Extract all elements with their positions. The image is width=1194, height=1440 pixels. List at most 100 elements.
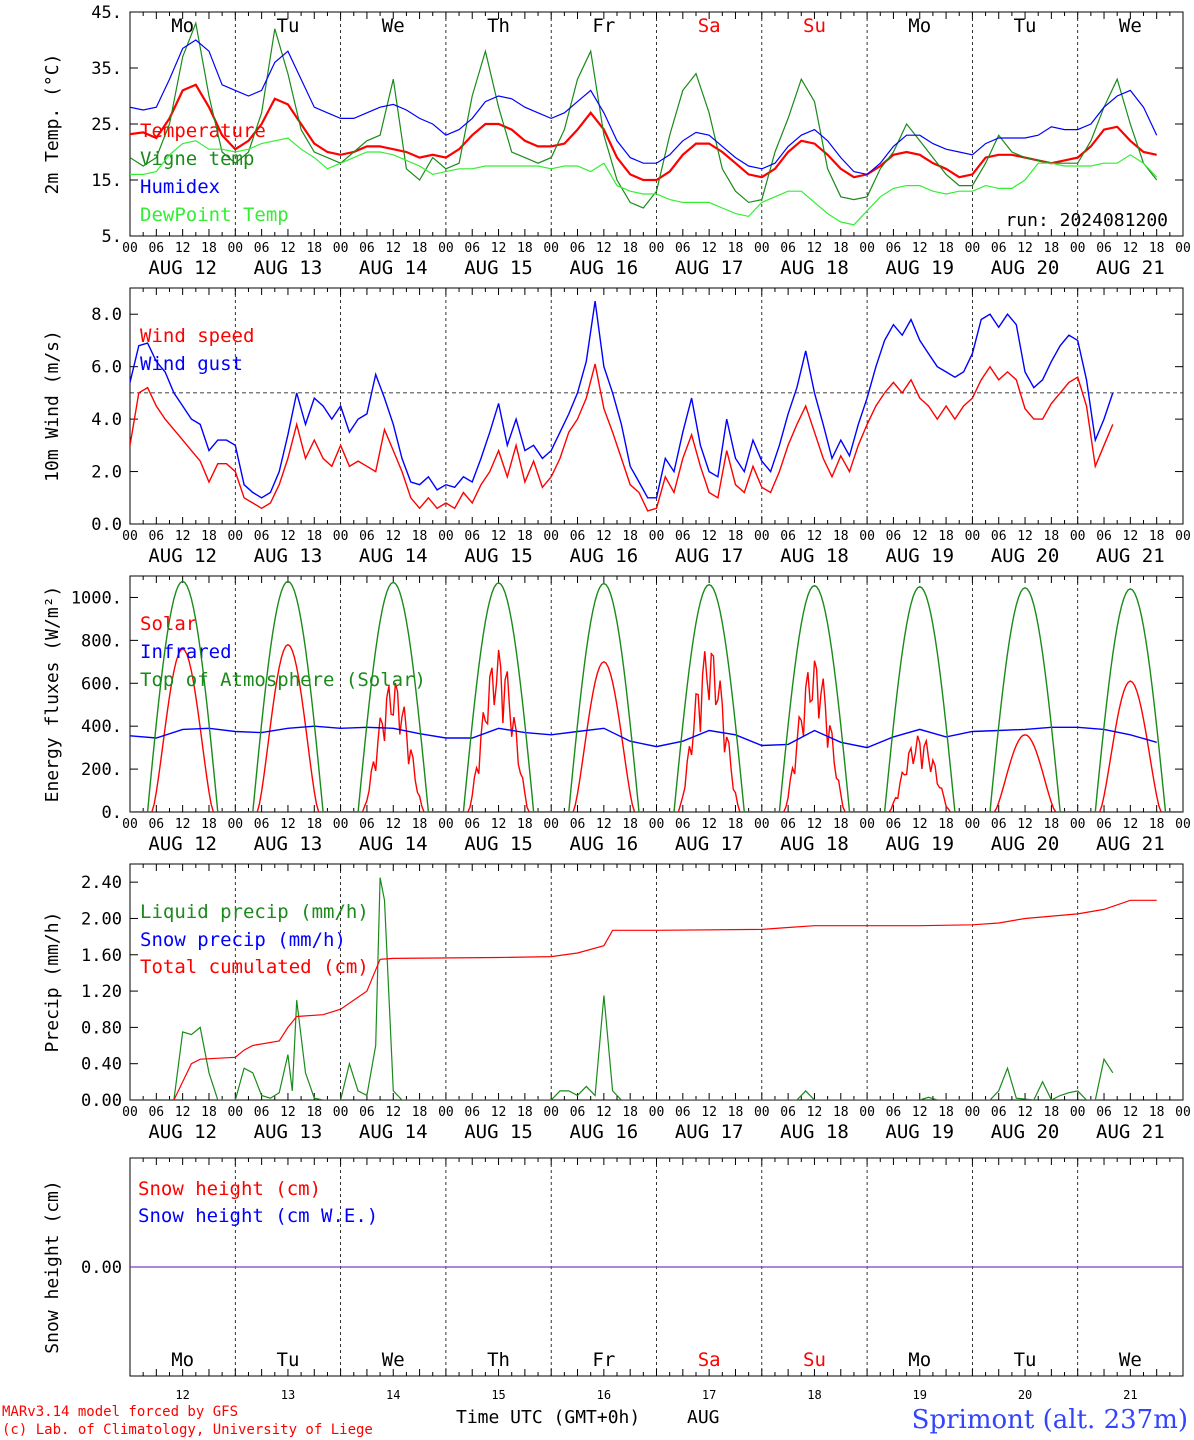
x-hour-label: 00 [965,817,981,832]
x-hour-label: 06 [254,529,270,544]
x-hour-label: 12 [1017,529,1033,544]
day-of-week-label: Mo [171,15,194,37]
x-hour-label: 12 [491,241,507,256]
x-hour-label: 06 [254,817,270,832]
x-hour-label: 18 [728,529,744,544]
x-hour-label: 18 [201,817,217,832]
x-hour-label: 18 [517,1105,533,1120]
x-date-label: AUG 20 [991,1121,1060,1143]
x-hour-label: 12 [1123,529,1139,544]
run-annotation: run: 2024081200 [1005,210,1168,231]
x-hour-label: 06 [359,817,375,832]
x-hour-label: 00 [1175,529,1191,544]
series-line [130,877,1114,1100]
month-label: AUG [687,1407,720,1428]
series-line [130,137,1158,226]
x-hour-label: 12 [385,241,401,256]
x-date-label: AUG 18 [780,833,849,855]
x-hour-label: 00 [1070,241,1086,256]
x-hour-label: 18 [833,817,849,832]
x-hour-label: 00 [122,241,138,256]
x-hour-label: 00 [543,817,559,832]
y-axis-label: Snow height (cm) [42,1180,63,1353]
legend-entry: Liquid precip (mm/h) [140,901,369,923]
x-hour-label: 12 [912,529,928,544]
day-of-week-label: Fr [592,1349,615,1371]
x-hour-label: 06 [991,817,1007,832]
y-tick-label: 600. [81,674,122,694]
day-of-week-label: Mo [171,1349,194,1371]
x-hour-label: 12 [280,817,296,832]
day-of-week-label: Tu [277,1349,300,1371]
x-hour-label: 00 [438,1105,454,1120]
x-hour-label: 06 [570,241,586,256]
x-hour-label: 06 [675,817,691,832]
x-hour-label: 18 [517,529,533,544]
x-date-label: AUG 15 [464,833,533,855]
x-hour-label: 06 [886,241,902,256]
day-of-week-label: Fr [592,15,615,37]
x-hour-label: 06 [991,529,1007,544]
x-hour-label: 06 [675,241,691,256]
x-hour-label: 00 [859,817,875,832]
series-line [130,300,1114,499]
legend-entry: Infrared [140,641,232,663]
x-hour-label: 12 [701,529,717,544]
x-hour-label: 00 [754,241,770,256]
day-of-week-label: Sa [698,1349,721,1371]
x-hour-label: 18 [201,241,217,256]
y-tick-label: 800. [81,631,122,651]
series-line [130,21,1158,209]
x-hour-label: 06 [675,529,691,544]
x-date-label: AUG 16 [570,545,639,567]
x-hour-label: 18 [306,817,322,832]
day-number-label: 18 [807,1388,821,1402]
x-hour-label: 06 [780,1105,796,1120]
x-hour-label: 12 [596,529,612,544]
model-credit-line-1: MARv3.14 model forced by GFS [2,1404,238,1420]
y-axis-label: Energy fluxes (W/m²) [42,586,63,803]
day-of-week-label: Su [803,1349,826,1371]
day-of-week-label: Sa [698,15,721,37]
x-date-label: AUG 13 [254,257,323,279]
day-of-week-label: Mo [908,1349,931,1371]
day-of-week-label: Tu [1014,1349,1037,1371]
x-hour-label: 00 [438,529,454,544]
x-hour-label: 00 [227,241,243,256]
x-hour-label: 12 [807,241,823,256]
x-hour-label: 12 [1123,241,1139,256]
day-number-label: 16 [597,1388,611,1402]
x-date-label: AUG 21 [1096,833,1165,855]
x-hour-label: 06 [148,241,164,256]
y-tick-label: 15. [91,171,122,191]
day-number-label: 19 [913,1388,927,1402]
y-tick-label: 0.00 [81,1258,122,1278]
x-date-label: AUG 19 [885,257,954,279]
x-hour-label: 06 [570,817,586,832]
y-tick-label: 200. [81,760,122,780]
x-hour-label: 12 [175,529,191,544]
legend-entry: Snow height (cm W.E.) [138,1205,378,1227]
legend-entry: Wind gust [140,353,243,375]
x-hour-label: 18 [728,241,744,256]
x-hour-label: 06 [886,529,902,544]
series-line [130,643,1183,812]
x-hour-label: 12 [280,529,296,544]
x-date-label: AUG 14 [359,545,428,567]
plot-frame [129,11,1184,237]
x-hour-label: 06 [148,529,164,544]
y-tick-label: 0.80 [81,1018,122,1038]
x-date-label: AUG 15 [464,1121,533,1143]
x-date-label: AUG 21 [1096,257,1165,279]
x-hour-label: 12 [175,817,191,832]
model-credit-line-2: (c) Lab. of Climatology, University of L… [2,1422,373,1438]
x-date-label: AUG 12 [148,833,217,855]
y-tick-label: 35. [91,59,122,79]
x-hour-label: 06 [464,529,480,544]
x-hour-label: 18 [1149,1105,1165,1120]
x-hour-label: 00 [754,1105,770,1120]
series-line [130,725,1157,749]
day-of-week-label: Th [487,15,510,37]
